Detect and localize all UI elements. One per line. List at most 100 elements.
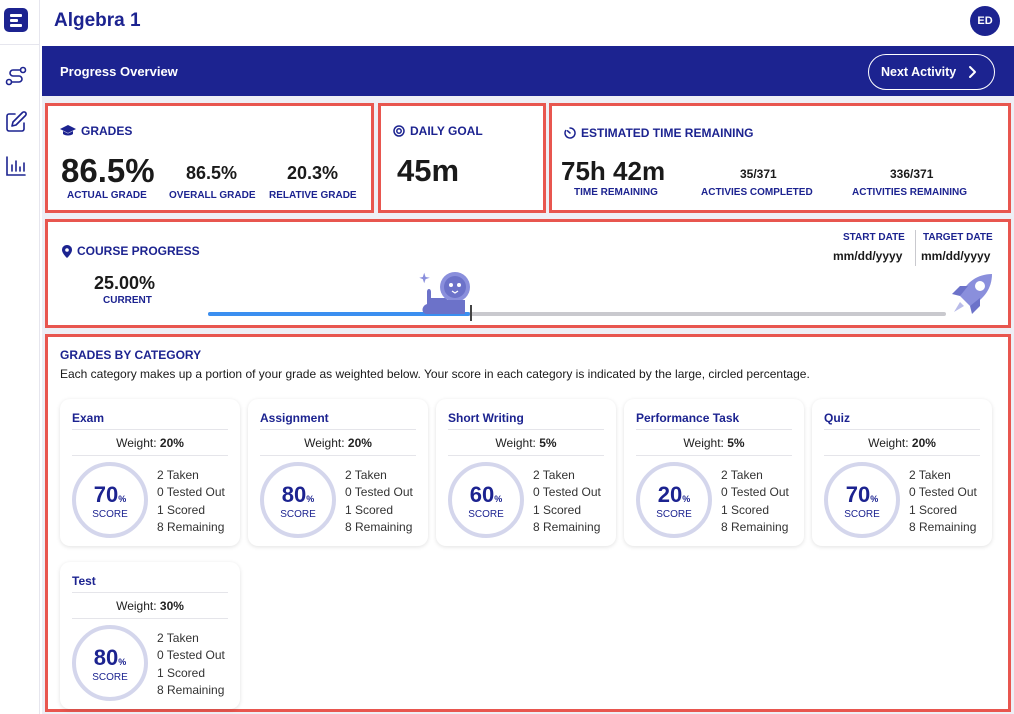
category-card[interactable]: Exam Weight: 20% 70% SCORE 2 Taken 0 Tested O… — [60, 399, 240, 546]
stat-taken: 2 Taken — [157, 468, 199, 482]
target-date-value: mm/dd/yyyy — [921, 249, 991, 263]
current-progress-value: 25.00% — [94, 273, 156, 293]
category-divider — [636, 429, 792, 430]
app-logo-icon[interactable] — [4, 8, 28, 32]
category-divider — [448, 455, 604, 456]
category-weight: Weight: 20% — [248, 436, 428, 450]
next-activity-label: Next Activity — [881, 65, 957, 79]
stat-tested-out: 0 Tested Out — [157, 648, 225, 663]
weight-prefix: Weight: — [116, 599, 160, 613]
stat-tested-out: 0 Tested Out — [909, 485, 977, 500]
score-ring: 70% SCORE — [824, 462, 900, 538]
grades-by-category-title: GRADES BY CATEGORY — [60, 348, 202, 362]
time-remaining-panel: ESTIMATED TIME REMAINING 75h 42m TIME RE… — [549, 103, 1011, 213]
progress-track — [208, 312, 946, 316]
score-number: 60 — [469, 482, 495, 507]
category-weight: Weight: 20% — [812, 436, 992, 450]
score-number: 70 — [93, 482, 119, 507]
route-icon[interactable] — [4, 64, 28, 88]
score-percent-symbol: % — [494, 494, 503, 504]
daily-goal-value: 45m — [397, 153, 460, 188]
stat-scored: 1 Scored — [157, 665, 206, 680]
stat-scored: 1 Scored — [909, 502, 958, 517]
score-ring: 70% SCORE — [72, 462, 148, 538]
weight-value: 20% — [347, 436, 372, 450]
category-card[interactable]: Short Writing Weight: 5% 60% SCORE 2 Taken 0 … — [436, 399, 616, 546]
next-activity-button[interactable]: Next Activity — [868, 54, 995, 90]
progress-marker[interactable] — [470, 305, 472, 321]
score-percent-symbol: % — [870, 494, 879, 504]
daily-goal-title: DAILY GOAL — [393, 124, 483, 138]
score-label: SCORE — [92, 509, 128, 520]
category-weight: Weight: 30% — [60, 599, 240, 613]
score-value: 60% — [452, 482, 520, 508]
stat-tested-out: 0 Tested Out — [345, 485, 413, 500]
category-card[interactable]: Assignment Weight: 20% 80% SCORE 2 Taken 0 Te… — [248, 399, 428, 546]
score-value: 70% — [76, 482, 144, 508]
weight-value: 5% — [539, 436, 557, 450]
category-stats: 2 Taken 0 Tested Out 1 Scored 8 Remaining — [721, 467, 789, 536]
stat-scored: 1 Scored — [157, 502, 206, 517]
overall-grade-value: 86.5% — [186, 163, 238, 183]
banner-title: Progress Overview — [60, 64, 178, 79]
avatar[interactable]: ED — [970, 6, 1000, 36]
category-card[interactable]: Test Weight: 30% 80% SCORE 2 Taken 0 Tested O… — [60, 562, 240, 709]
weight-prefix: Weight: — [116, 436, 160, 450]
course-progress-panel: COURSE PROGRESS 25.00% CURRENT START DAT… — [45, 219, 1011, 328]
stat-tested-out: 0 Tested Out — [721, 485, 789, 500]
activities-remaining-value: 336/371 — [890, 167, 934, 181]
score-value: 70% — [828, 482, 896, 508]
grades-by-category-description: Each category makes up a portion of your… — [60, 367, 810, 381]
stat-tested-out: 0 Tested Out — [533, 485, 601, 500]
progress-banner: Progress Overview Next Activity — [42, 46, 1014, 96]
score-label: SCORE — [280, 509, 316, 520]
category-divider — [824, 455, 980, 456]
score-label: SCORE — [656, 509, 692, 520]
cat-mascot-icon — [419, 272, 470, 314]
category-stats: 2 Taken 0 Tested Out 1 Scored 8 Remaining — [533, 467, 601, 536]
edit-icon[interactable] — [4, 110, 28, 134]
stat-taken: 2 Taken — [909, 468, 951, 482]
daily-goal-title-text: DAILY GOAL — [410, 124, 483, 138]
stat-scored: 1 Scored — [721, 502, 770, 517]
category-divider — [72, 592, 228, 593]
grades-panel: GRADES 86.5% ACTUAL GRADE 86.5% OVERALL … — [45, 103, 374, 213]
chart-icon[interactable] — [4, 154, 28, 178]
stat-remaining: 8 Remaining — [345, 519, 413, 534]
start-date-value: mm/dd/yyyy — [833, 249, 903, 263]
score-ring: 20% SCORE — [636, 462, 712, 538]
category-name: Short Writing — [448, 411, 524, 425]
stat-taken: 2 Taken — [533, 468, 575, 482]
category-stats: 2 Taken 0 Tested Out 1 Scored 8 Remaining — [157, 467, 225, 536]
category-stats: 2 Taken 0 Tested Out 1 Scored 8 Remaining — [909, 467, 977, 536]
activities-completed-label: ACTIVIES COMPLETED — [701, 187, 813, 198]
category-divider — [824, 429, 980, 430]
weight-prefix: Weight: — [683, 436, 728, 450]
score-ring: 80% SCORE — [72, 625, 148, 701]
time-remaining-title-text: ESTIMATED TIME REMAINING — [581, 126, 754, 140]
top-bar: Algebra 1 ED — [40, 0, 1014, 44]
category-stats: 2 Taken 0 Tested Out 1 Scored 8 Remaining — [345, 467, 413, 536]
score-percent-symbol: % — [118, 494, 127, 504]
relative-grade-value: 20.3% — [287, 163, 339, 183]
stat-remaining: 8 Remaining — [909, 519, 977, 534]
grades-title: GRADES — [60, 124, 132, 138]
category-card[interactable]: Performance Task Weight: 5% 20% SCORE 2 Take… — [624, 399, 804, 546]
weight-prefix: Weight: — [304, 436, 348, 450]
stat-taken: 2 Taken — [721, 468, 763, 482]
weight-value: 20% — [159, 436, 184, 450]
stat-taken: 2 Taken — [345, 468, 387, 482]
category-divider — [448, 429, 604, 430]
weight-prefix: Weight: — [868, 436, 912, 450]
grades-title-text: GRADES — [81, 124, 133, 138]
score-ring: 80% SCORE — [260, 462, 336, 538]
weight-value: 5% — [727, 436, 745, 450]
category-card[interactable]: Quiz Weight: 20% 70% SCORE 2 Taken 0 Tested O… — [812, 399, 992, 546]
category-name: Exam — [72, 411, 105, 425]
category-stats: 2 Taken 0 Tested Out 1 Scored 8 Remaining — [157, 630, 225, 699]
weight-prefix: Weight: — [495, 436, 540, 450]
category-name: Performance Task — [636, 411, 740, 425]
score-label: SCORE — [844, 509, 880, 520]
progress-fill — [208, 312, 470, 316]
